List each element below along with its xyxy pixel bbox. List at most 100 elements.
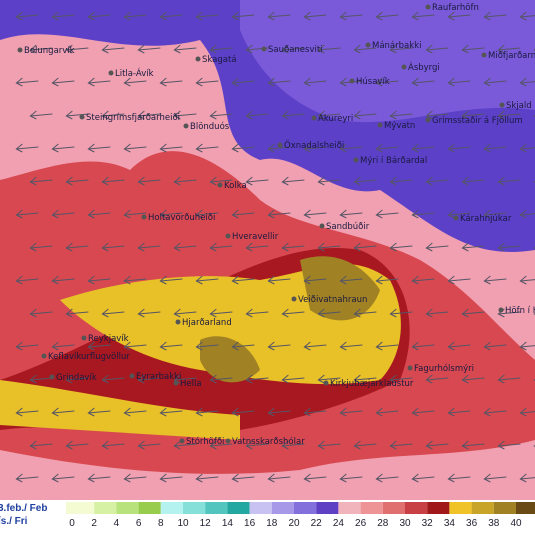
place-label: Sauðanesviti (268, 45, 323, 55)
wind-arrow (411, 77, 435, 87)
place-label: Eyrarbakki (136, 372, 181, 382)
wind-arrow (519, 77, 535, 87)
wind-arrow (123, 209, 147, 219)
wind-arrow (281, 374, 305, 384)
legend-swatch (516, 502, 535, 514)
wind-arrow (483, 143, 507, 153)
legend-swatch (449, 502, 472, 514)
place-dot (129, 373, 135, 379)
place-label: Húsavík (356, 77, 390, 87)
wind-arrow (137, 440, 161, 450)
place-label: Steingrímsfjarðarheiði (86, 113, 180, 123)
wind-arrow (15, 209, 39, 219)
wind-arrow (137, 242, 161, 252)
wind-arrow (173, 440, 197, 450)
place-dot (17, 47, 23, 53)
place-dot (365, 42, 371, 48)
wind-arrow (281, 110, 305, 120)
wind-arrow (159, 77, 183, 87)
wind-arrow (159, 275, 183, 285)
wind-arrow (209, 440, 233, 450)
wind-arrow (231, 209, 255, 219)
wind-arrow (425, 374, 449, 384)
legend-label: 40 (510, 518, 522, 529)
wind-arrow (195, 275, 219, 285)
wind-arrow (159, 143, 183, 153)
legend-swatch (471, 502, 494, 514)
place-dot (261, 46, 267, 52)
wind-arrow (87, 11, 111, 21)
wind-arrow (447, 77, 471, 87)
wind-arrow (303, 473, 327, 483)
place-label: Skjald (506, 101, 532, 111)
place-dot (349, 78, 355, 84)
wind-arrow (303, 209, 327, 219)
wind-arrow (231, 275, 255, 285)
place-dot (195, 56, 201, 62)
wind-arrow (425, 44, 449, 54)
place-label: Fagurhólsmýri (414, 363, 474, 374)
wind-arrow (339, 11, 363, 21)
place-label: Reykjavík (88, 334, 129, 344)
legend-label: 4 (114, 518, 120, 529)
wind-arrow (461, 242, 485, 252)
place-dot (175, 319, 181, 325)
place-dot (81, 335, 87, 341)
wind-arrow (15, 407, 39, 417)
wind-arrow (87, 473, 111, 483)
wind-arrow (65, 440, 89, 450)
wind-arrow (425, 176, 449, 186)
wind-arrow (101, 374, 125, 384)
wind-arrow (353, 440, 377, 450)
wind-arrow (123, 77, 147, 87)
legend-label: 10 (177, 518, 189, 529)
place-dot (353, 157, 359, 163)
place-label: Akureyri (318, 114, 353, 124)
wind-arrow (65, 176, 89, 186)
wind-arrow (123, 275, 147, 285)
wind-arrow (497, 440, 521, 450)
legend-swatch (116, 502, 139, 514)
place-dot (179, 438, 185, 444)
wind-arrow (267, 473, 291, 483)
wind-arrow (483, 407, 507, 417)
wind-arrow (51, 143, 75, 153)
wind-arrow (29, 440, 53, 450)
wind-arrow (245, 242, 269, 252)
wind-arrow (303, 11, 327, 21)
wind-arrow (51, 77, 75, 87)
place-dot (277, 142, 283, 148)
wind-arrow (375, 11, 399, 21)
wind-arrow (195, 473, 219, 483)
wind-arrow (281, 176, 305, 186)
wind-arrow (447, 473, 471, 483)
wind-arrow (411, 11, 435, 21)
wind-arrow (497, 110, 521, 120)
wind-arrow (411, 143, 435, 153)
place-label: Grindavík (56, 373, 97, 383)
place-label: Kirkjubæjarklaustur (330, 379, 414, 389)
wind-arrow (339, 341, 363, 351)
legend-label: 38 (488, 518, 500, 529)
wind-arrow (29, 110, 53, 120)
wind-arrow (519, 473, 535, 483)
wind-arrow (447, 143, 471, 153)
wind-arrow (209, 110, 233, 120)
wind-arrow (483, 341, 507, 351)
wind-arrow (209, 242, 233, 252)
wind-arrow (533, 180, 535, 183)
wind-arrow (65, 242, 89, 252)
wind-arrow (497, 44, 521, 54)
wind-arrow (533, 114, 535, 117)
wind-arrow (519, 11, 535, 21)
place-label: Litla-Ávík (115, 67, 154, 79)
wind-arrow (101, 308, 125, 318)
place-label: Mývatn (384, 121, 415, 131)
wind-arrow (461, 308, 485, 318)
legend-label: 24 (333, 518, 345, 529)
wind-arrow (303, 275, 327, 285)
wind-arrow (483, 473, 507, 483)
place-dot (291, 296, 297, 302)
wind-arrow (245, 308, 269, 318)
